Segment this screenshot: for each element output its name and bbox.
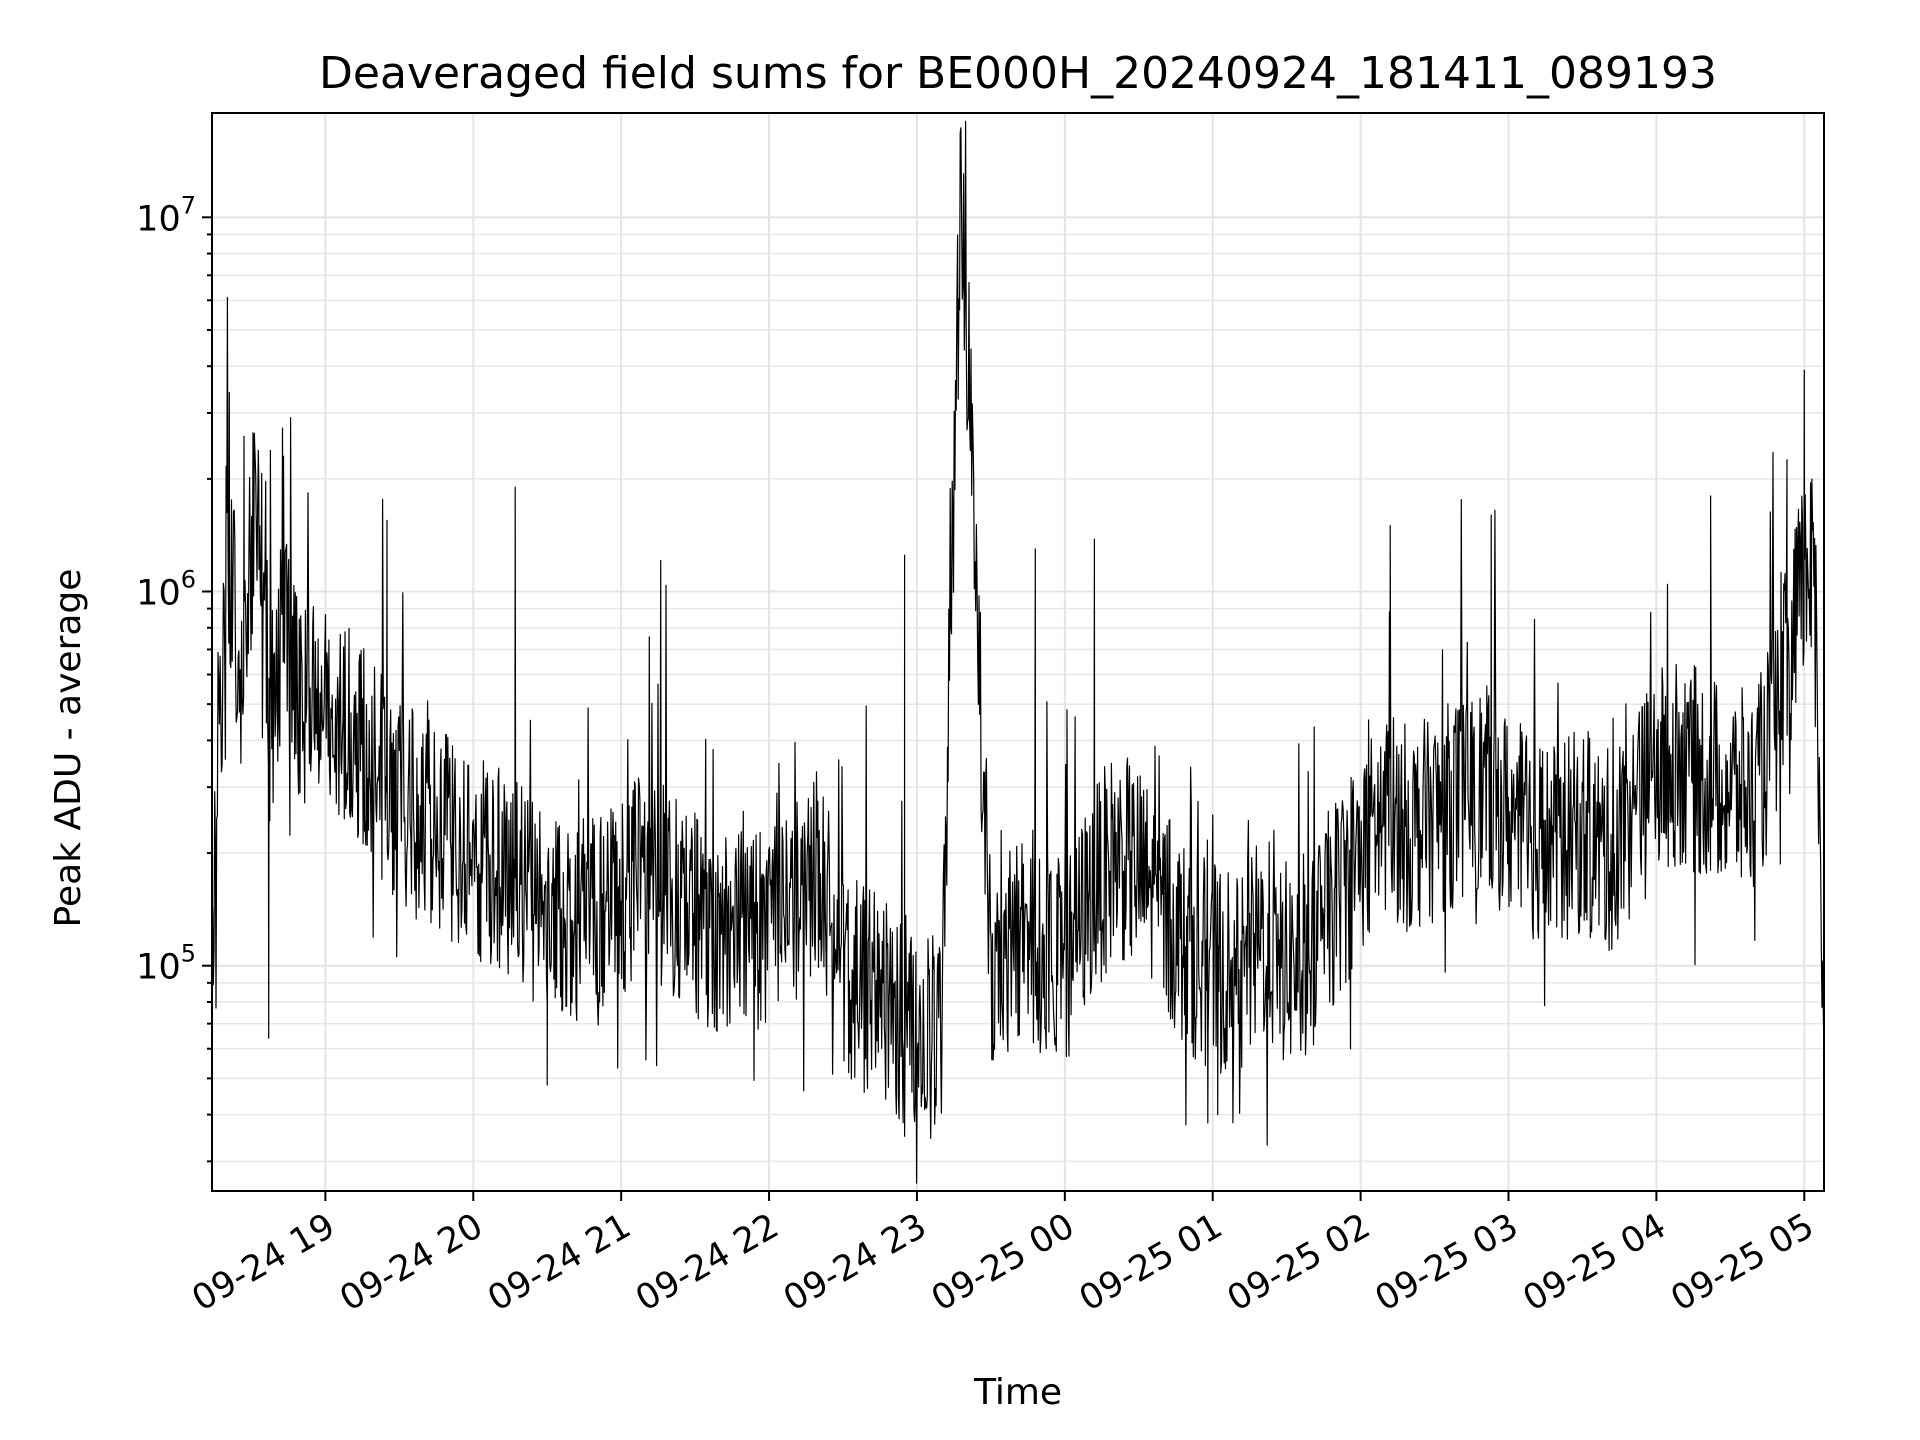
plot-frame bbox=[211, 112, 1825, 1192]
y-tick-label: 105 bbox=[136, 940, 196, 988]
minor-gridlines bbox=[212, 233, 1824, 1163]
chart-title: Deaveraged field sums for BE000H_2024092… bbox=[319, 48, 1717, 99]
y-tick-label: 106 bbox=[136, 566, 196, 614]
y-axis-label: Peak ADU - average bbox=[48, 569, 89, 928]
plot-area bbox=[211, 120, 1825, 1184]
x-axis-label: Time bbox=[973, 1372, 1062, 1413]
series-line bbox=[211, 120, 1825, 1184]
y-tick-label: 107 bbox=[136, 191, 196, 239]
y-axis-ticks: 105 106 107 bbox=[136, 191, 212, 1163]
